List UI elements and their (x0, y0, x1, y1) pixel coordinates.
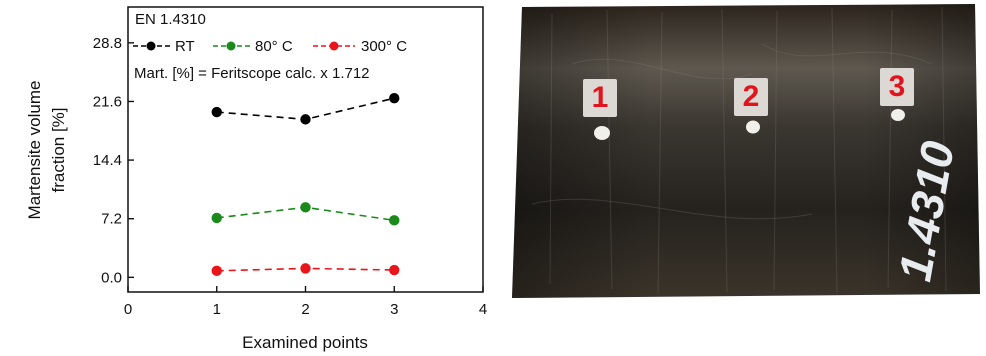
data-point-80c (211, 212, 222, 224)
legend-item-300c: 300° C (313, 38, 407, 55)
spot-3 (891, 109, 905, 121)
x-tick-label: 1 (213, 301, 221, 318)
y-axis: 0.0 7.2 14.4 21.6 28.8 (93, 35, 134, 286)
series-rt (211, 93, 400, 125)
data-point-300c (211, 265, 222, 277)
y-tick-label: 28.8 (93, 35, 122, 52)
y-tick-label: 21.6 (93, 93, 122, 110)
data-point-rt (300, 114, 311, 125)
photo-label-1: 1 (583, 79, 617, 117)
series-300c (211, 263, 400, 277)
x-tick-label: 4 (479, 301, 487, 318)
chart-title: EN 1.4310 (135, 11, 206, 28)
legend-label-80c: 80° C (255, 38, 293, 55)
martensite-line-chart: 0.0 7.2 14.4 21.6 28.8 0 1 2 3 4 EN 1.4310 RT 80… (25, 6, 487, 352)
y-axis-label-line1: Martensite volume (25, 81, 44, 220)
legend-label-rt: RT (175, 38, 195, 55)
spot-2 (746, 120, 760, 134)
indentation-spots (594, 109, 905, 140)
data-point-300c (389, 264, 400, 276)
x-tick-label: 3 (390, 301, 398, 318)
y-axis-label-line2: fraction [%] (49, 107, 68, 192)
data-point-300c (300, 263, 311, 274)
legend-label-300c: 300° C (361, 38, 407, 55)
y-tick-label: 7.2 (101, 211, 122, 228)
data-point-80c (389, 215, 400, 226)
legend: RT 80° C 300° C (133, 38, 407, 55)
surface-scratches (531, 6, 947, 295)
legend-item-80c: 80° C (213, 38, 293, 55)
x-tick-label: 0 (124, 301, 132, 318)
steel-sample-photo: 1.4310 (512, 4, 980, 298)
data-point-80c (300, 202, 311, 213)
formula-annotation: Mart. [%] = Feritscope calc. x 1.712 (134, 65, 370, 82)
legend-item-rt: RT (133, 38, 195, 55)
series-80c (211, 202, 400, 226)
photo-label-3: 3 (880, 68, 914, 106)
photo-label-2: 2 (734, 78, 768, 116)
y-tick-label: 0.0 (101, 269, 122, 286)
spot-1 (594, 126, 610, 140)
x-axis-label: Examined points (242, 333, 368, 352)
data-point-rt (389, 93, 400, 104)
series-layer (211, 93, 400, 277)
x-axis: 0 1 2 3 4 (124, 286, 487, 318)
x-tick-label: 2 (301, 301, 309, 318)
y-tick-label: 14.4 (93, 152, 122, 169)
data-point-rt (211, 106, 222, 118)
